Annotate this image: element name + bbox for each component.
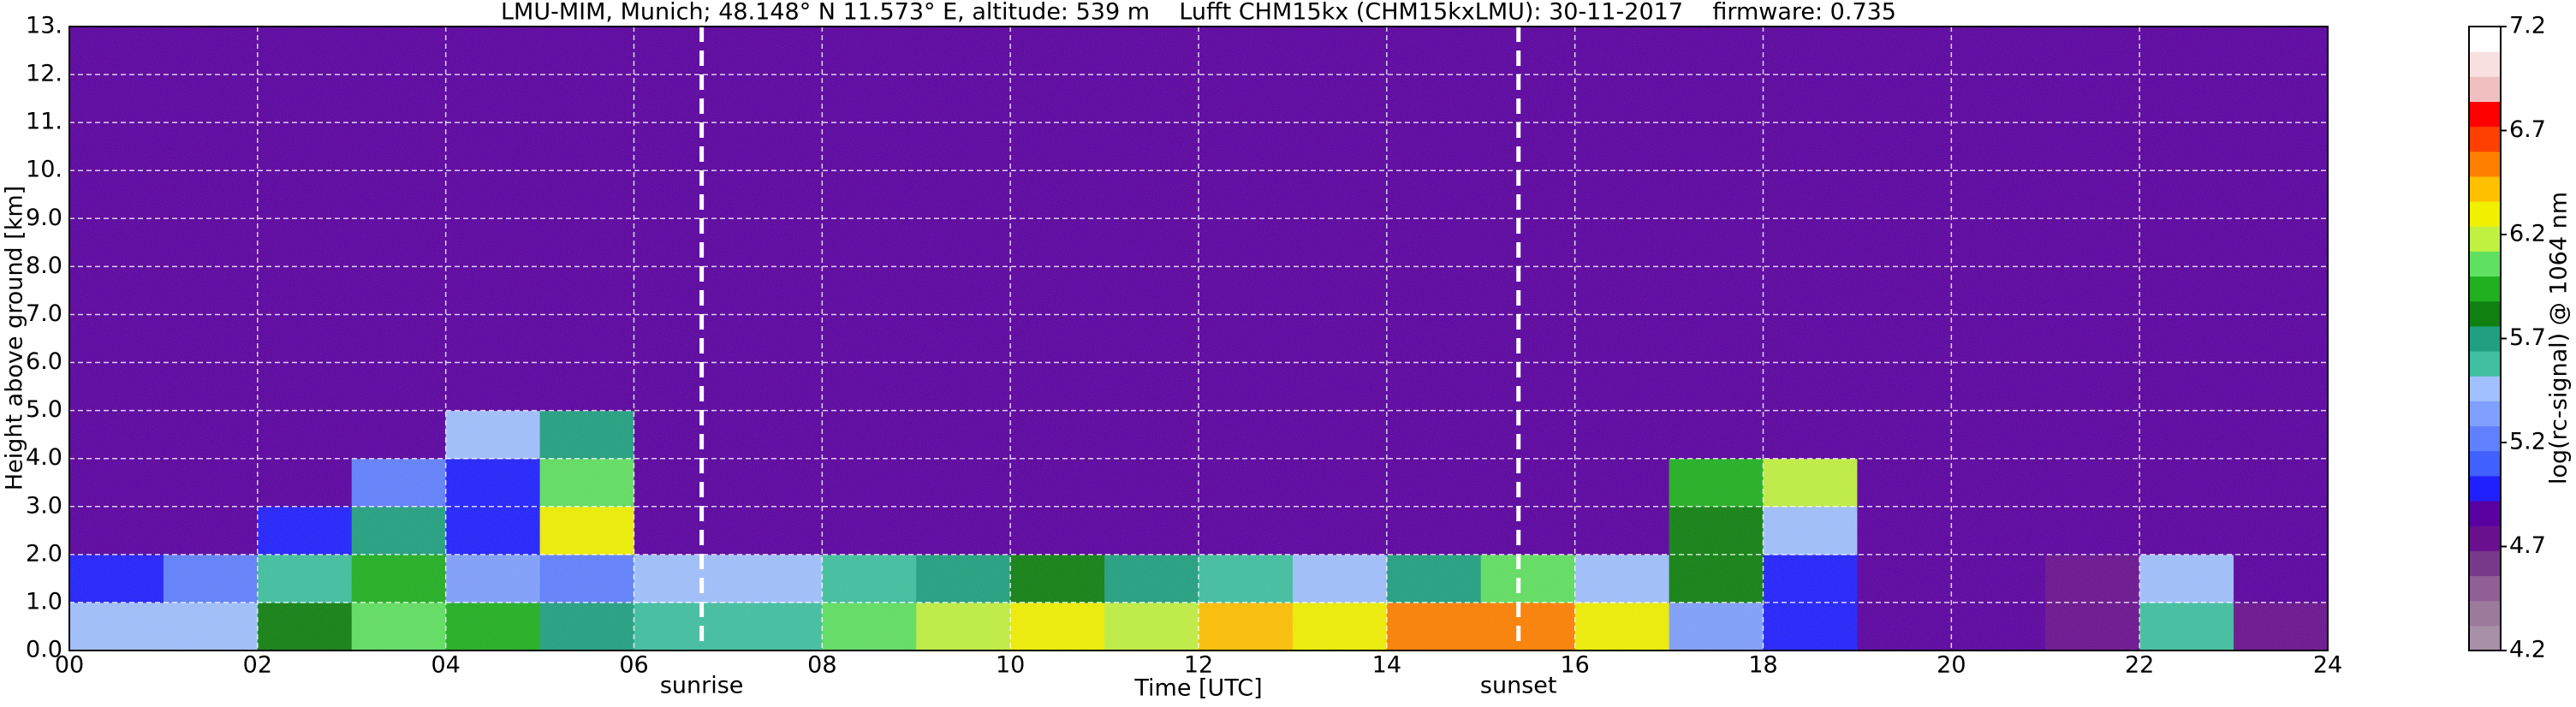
- x-tick-label: 04: [431, 652, 460, 679]
- x-tick-label: 02: [243, 652, 272, 679]
- colorbar-segment: [2469, 126, 2501, 152]
- colorbar-tick-label: 4.2: [2509, 637, 2546, 663]
- y-tick-label: 0.0: [26, 637, 62, 663]
- y-tick-label: 9.0: [26, 205, 62, 231]
- colorbar-tick-label: 6.7: [2509, 116, 2546, 143]
- x-tick-label: 18: [1748, 652, 1777, 679]
- x-axis-label: Time [UTC]: [1133, 675, 1262, 702]
- colorbar-segment: [2469, 175, 2501, 202]
- x-tick-label: 06: [619, 652, 648, 679]
- colorbar-segment: [2469, 201, 2501, 227]
- colorbar-segment: [2469, 276, 2501, 302]
- x-tick-label: 00: [55, 652, 84, 679]
- y-tick-label: 11.: [26, 109, 62, 135]
- colorbar-segment: [2469, 425, 2501, 452]
- colorbar-segment: [2469, 501, 2501, 526]
- x-tick-label: 20: [1936, 652, 1966, 679]
- x-tick-label: 14: [1372, 652, 1401, 679]
- colorbar-segment: [2469, 376, 2501, 401]
- y-tick-label: 12.: [26, 61, 62, 87]
- chart-title: LMU-MIM, Munich; 48.148° N 11.573° E, al…: [501, 0, 1896, 26]
- colorbar-segment: [2469, 101, 2501, 128]
- colorbar-segment: [2469, 625, 2501, 651]
- colorbar-segment: [2469, 600, 2501, 627]
- y-tick-label: 3.0: [26, 492, 62, 519]
- colorbar-tick-label: 7.2: [2509, 13, 2546, 39]
- colorbar-tick-label: 6.2: [2509, 221, 2546, 247]
- colorbar-segment: [2469, 226, 2501, 252]
- x-tick-label: 10: [996, 652, 1025, 679]
- y-axis-label: Height above ground [km]: [2, 186, 28, 490]
- y-tick-label: 8.0: [26, 253, 62, 279]
- annotation-label: sunset: [1480, 673, 1557, 699]
- x-tick-label: 24: [2313, 652, 2342, 679]
- x-tick-label: 16: [1560, 652, 1589, 679]
- y-tick-label: 4.0: [26, 444, 62, 471]
- y-tick-label: 7.0: [26, 300, 62, 327]
- y-tick-label: 6.0: [26, 348, 62, 375]
- x-tick-label: 22: [2125, 652, 2154, 679]
- colorbar-segment: [2469, 76, 2501, 102]
- colorbar-segment: [2469, 475, 2501, 502]
- colorbar-segment: [2469, 550, 2501, 577]
- colorbar-segment: [2469, 300, 2501, 327]
- colorbar-segment: [2469, 351, 2501, 377]
- colorbar-segment: [2469, 450, 2501, 477]
- colorbar-segment: [2469, 526, 2501, 551]
- y-tick-label: 5.0: [26, 396, 62, 423]
- colorbar-segment: [2469, 27, 2501, 52]
- colorbar-segment: [2469, 575, 2501, 602]
- x-tick-label: 08: [807, 652, 836, 679]
- annotation-label: sunrise: [660, 673, 744, 699]
- y-tick-label: 2.0: [26, 540, 62, 567]
- y-tick-label: 1.0: [26, 588, 62, 615]
- plot-frame: [68, 26, 2329, 651]
- colorbar-segment: [2469, 151, 2501, 177]
- colorbar-tick-label: 4.7: [2509, 532, 2546, 559]
- colorbar-label: log(rc-signal) @ 1064 nm: [2546, 192, 2573, 484]
- colorbar-segment: [2469, 325, 2501, 352]
- colorbar-tick-label: 5.7: [2509, 324, 2546, 351]
- colorbar-segment: [2469, 401, 2501, 427]
- colorbar-tick-label: 5.2: [2509, 429, 2546, 455]
- colorbar-segment: [2469, 251, 2501, 277]
- y-tick-label: 13.: [26, 13, 62, 39]
- x-tick-label: 12: [1184, 652, 1213, 679]
- y-tick-label: 10.: [26, 157, 62, 183]
- colorbar-segment: [2469, 51, 2501, 77]
